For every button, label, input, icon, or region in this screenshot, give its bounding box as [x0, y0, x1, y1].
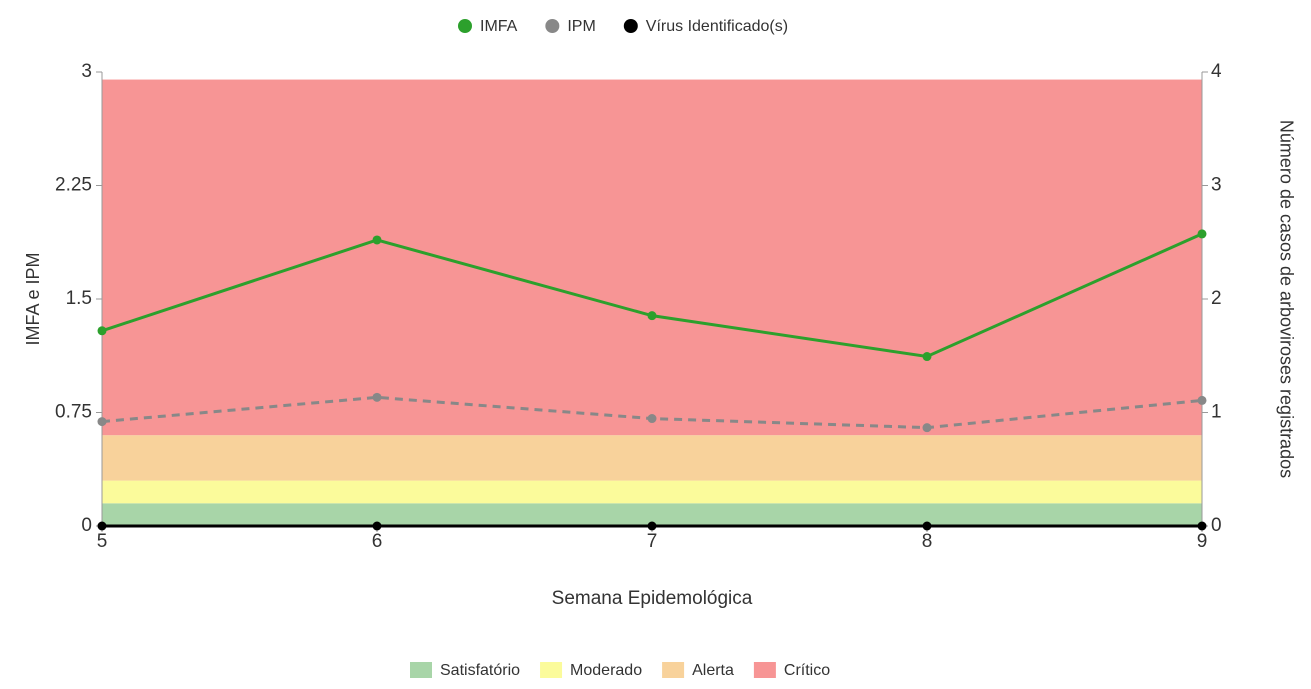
legend-label: Moderado	[570, 662, 642, 679]
legend-marker	[545, 19, 560, 33]
point	[922, 423, 932, 433]
x-tick-label: 8	[922, 531, 933, 552]
point	[372, 392, 382, 402]
point	[1197, 229, 1207, 239]
legend-swatch	[410, 662, 432, 678]
legend-label: Vírus Identificado(s)	[646, 18, 788, 35]
y-tick-label: 0	[81, 515, 92, 536]
legend-swatch	[753, 662, 776, 678]
x-tick-label: 9	[1197, 531, 1208, 552]
y-tick-label: 1.5	[66, 288, 92, 309]
point	[372, 235, 382, 245]
y2-axis-title: Número de casos de arboviroses registrad…	[1276, 120, 1296, 478]
legend-swatch	[540, 662, 563, 678]
band	[102, 79, 1202, 436]
band	[102, 480, 1202, 504]
legend-label: Crítico	[784, 662, 830, 679]
point	[647, 311, 657, 321]
y2-tick-label: 2	[1211, 288, 1222, 309]
point	[922, 521, 932, 531]
legend-marker	[458, 19, 472, 33]
y2-tick-label: 4	[1211, 61, 1222, 82]
legend-label: Alerta	[692, 662, 734, 679]
point	[1197, 521, 1207, 531]
point	[1197, 395, 1207, 405]
x-axis-title: Semana Epidemológica	[552, 588, 753, 609]
y-tick-label: 2.25	[55, 175, 92, 196]
band	[102, 503, 1202, 526]
x-tick-label: 7	[647, 531, 658, 552]
legend-label: IPM	[567, 18, 595, 35]
x-tick-label: 5	[97, 531, 108, 552]
point	[922, 352, 932, 362]
y-tick-label: 0.75	[55, 402, 92, 423]
legend-label: IMFA	[480, 18, 518, 35]
legend-label: Satisfatório	[440, 662, 520, 679]
point	[372, 521, 382, 531]
legend-marker	[623, 19, 638, 33]
y2-tick-label: 3	[1211, 175, 1222, 196]
y2-tick-label: 1	[1211, 402, 1222, 423]
x-tick-label: 6	[372, 531, 383, 552]
y-tick-label: 3	[81, 61, 92, 82]
point	[97, 521, 107, 531]
band	[102, 435, 1202, 481]
point	[647, 414, 657, 424]
legend-swatch	[662, 662, 685, 678]
y2-tick-label: 0	[1211, 515, 1222, 536]
point	[97, 326, 107, 336]
y-axis-title: IMFA e IPM	[23, 252, 43, 345]
point	[647, 521, 657, 531]
point	[97, 417, 107, 427]
